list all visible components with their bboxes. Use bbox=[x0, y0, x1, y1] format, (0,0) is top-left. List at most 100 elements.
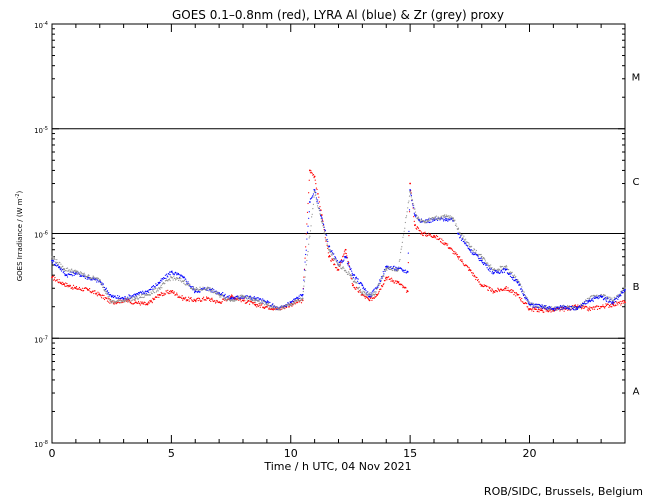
data-point bbox=[461, 259, 463, 261]
data-point bbox=[52, 275, 54, 278]
data-point bbox=[256, 306, 258, 308]
data-point bbox=[205, 289, 207, 291]
data-point bbox=[485, 284, 487, 287]
data-point bbox=[448, 217, 450, 219]
data-point bbox=[302, 290, 304, 293]
data-point bbox=[438, 218, 440, 220]
data-point bbox=[180, 297, 183, 299]
data-point bbox=[60, 270, 63, 272]
data-point bbox=[354, 281, 356, 283]
data-point bbox=[543, 305, 546, 307]
y-tick-base: 10 bbox=[34, 127, 43, 135]
data-point bbox=[482, 257, 484, 260]
data-point bbox=[505, 286, 507, 288]
data-point bbox=[397, 268, 400, 271]
data-point bbox=[611, 306, 613, 308]
data-point bbox=[460, 239, 463, 241]
data-point bbox=[103, 289, 106, 292]
data-point bbox=[176, 274, 178, 276]
data-point bbox=[559, 310, 561, 312]
data-point bbox=[151, 285, 153, 288]
data-point bbox=[342, 260, 344, 262]
data-point bbox=[209, 287, 211, 289]
data-point bbox=[371, 295, 374, 297]
data-point bbox=[442, 215, 444, 217]
data-point bbox=[167, 276, 169, 278]
data-point bbox=[80, 274, 82, 276]
data-point bbox=[253, 297, 255, 299]
data-point bbox=[111, 295, 113, 298]
data-point bbox=[258, 300, 260, 302]
data-point bbox=[126, 300, 128, 302]
data-point bbox=[351, 272, 353, 274]
data-point bbox=[521, 289, 523, 291]
data-point bbox=[372, 290, 374, 292]
data-point bbox=[410, 194, 412, 197]
data-point bbox=[586, 300, 588, 302]
data-point bbox=[171, 292, 173, 294]
data-point bbox=[115, 302, 117, 304]
data-point bbox=[66, 270, 68, 272]
data-point bbox=[306, 254, 309, 256]
data-point bbox=[381, 276, 383, 278]
data-point bbox=[141, 296, 143, 299]
data-point bbox=[447, 243, 449, 245]
data-point bbox=[298, 295, 300, 297]
data-point bbox=[484, 258, 486, 260]
data-point bbox=[432, 236, 435, 238]
data-point bbox=[357, 280, 359, 282]
data-point bbox=[393, 265, 395, 267]
data-point bbox=[537, 304, 539, 306]
data-point bbox=[108, 297, 110, 299]
data-point bbox=[348, 261, 350, 264]
data-point bbox=[616, 302, 618, 304]
data-point bbox=[552, 308, 554, 311]
data-point bbox=[591, 307, 593, 309]
data-point bbox=[154, 298, 156, 300]
data-point bbox=[309, 235, 311, 237]
data-point bbox=[366, 296, 368, 298]
data-point bbox=[523, 294, 525, 296]
data-point bbox=[312, 203, 315, 206]
data-point bbox=[95, 278, 97, 280]
data-point bbox=[539, 308, 541, 310]
data-point bbox=[497, 271, 500, 273]
data-point bbox=[352, 277, 354, 279]
data-point bbox=[86, 278, 88, 280]
data-point bbox=[366, 291, 368, 294]
data-point bbox=[318, 201, 320, 203]
data-point bbox=[616, 295, 618, 298]
data-point bbox=[415, 213, 417, 216]
data-point bbox=[378, 284, 380, 286]
data-point bbox=[336, 269, 338, 271]
data-point bbox=[487, 289, 489, 292]
data-point bbox=[444, 242, 446, 244]
data-point bbox=[454, 224, 457, 226]
data-point bbox=[489, 286, 491, 289]
data-point bbox=[605, 303, 607, 305]
data-point bbox=[330, 260, 332, 262]
data-point bbox=[585, 303, 587, 305]
data-point bbox=[509, 273, 511, 275]
data-point bbox=[569, 306, 571, 308]
data-point bbox=[178, 273, 180, 276]
data-point bbox=[368, 295, 371, 298]
data-point bbox=[185, 296, 187, 298]
data-point bbox=[510, 273, 512, 275]
data-point bbox=[162, 292, 164, 294]
data-point bbox=[535, 305, 537, 307]
data-point bbox=[320, 218, 322, 220]
data-point bbox=[330, 253, 332, 255]
data-point bbox=[187, 299, 189, 301]
data-point bbox=[521, 286, 523, 288]
data-point bbox=[322, 226, 325, 228]
data-point bbox=[407, 207, 409, 209]
data-point bbox=[174, 279, 177, 281]
data-point bbox=[220, 296, 222, 298]
data-point bbox=[166, 292, 168, 294]
data-point bbox=[199, 291, 201, 293]
data-point bbox=[66, 283, 68, 285]
data-point bbox=[512, 275, 514, 277]
y-tick-base: 10 bbox=[34, 232, 43, 240]
data-point bbox=[157, 288, 159, 290]
